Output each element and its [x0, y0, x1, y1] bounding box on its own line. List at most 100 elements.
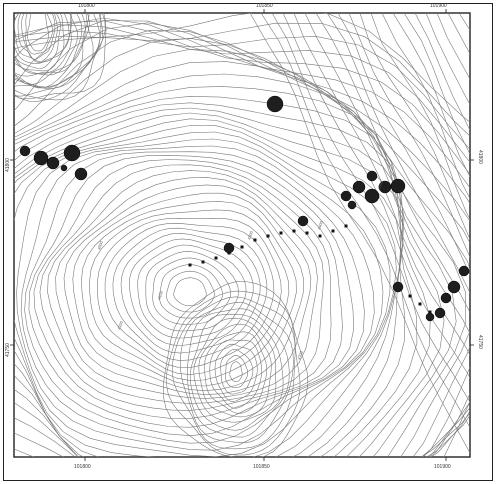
contour-line	[209, 339, 263, 409]
contour-line	[14, 17, 470, 457]
survey-point	[418, 302, 422, 306]
right-tick-label-1: 41800	[477, 150, 483, 164]
contour-line	[14, 13, 103, 102]
event-marker	[63, 144, 81, 162]
contour-line	[145, 251, 239, 332]
contour-label: 4200	[116, 320, 124, 331]
contour-label: 4500	[376, 180, 384, 191]
contour-line	[14, 22, 470, 457]
contour-line	[481, 13, 496, 458]
contour-line	[159, 264, 223, 319]
contour-line	[14, 13, 61, 63]
event-marker	[392, 281, 404, 293]
contour-line	[14, 73, 445, 457]
contour-line	[392, 13, 470, 178]
contour-line	[14, 13, 90, 89]
event-marker	[60, 164, 68, 172]
contour-line	[28, 155, 355, 428]
contour-line	[14, 29, 470, 457]
contour-line	[179, 301, 294, 444]
contour-line	[14, 20, 470, 457]
contour-line	[120, 232, 261, 354]
contour-line	[171, 296, 296, 450]
contour-line	[14, 13, 73, 72]
contour-line	[14, 24, 470, 457]
contour-line	[359, 13, 470, 240]
contour-line	[282, 13, 470, 379]
contour-line	[14, 48, 467, 457]
event-marker	[223, 242, 235, 254]
bottom-tick-label-1: 101800	[74, 464, 91, 470]
contour-line	[14, 13, 94, 89]
contour-line	[337, 13, 470, 276]
contour-line	[25, 13, 53, 55]
contour-line	[14, 20, 470, 457]
contour-line	[229, 361, 243, 383]
contour-line	[14, 112, 404, 457]
contour-line	[14, 61, 457, 457]
contour-line	[165, 290, 301, 456]
contour-line	[14, 118, 402, 457]
survey-point	[253, 238, 257, 242]
contour-line	[14, 13, 86, 86]
map-outer-frame	[3, 3, 493, 481]
contour-line	[162, 281, 309, 457]
map-inner-frame	[13, 12, 471, 458]
contour-line	[14, 125, 397, 457]
contour-line	[14, 13, 107, 100]
contour-line	[14, 13, 65, 65]
event-marker	[440, 292, 452, 304]
survey-point	[214, 256, 218, 260]
contour-line	[189, 313, 284, 431]
contour-label: 4700	[296, 350, 304, 361]
contour-line	[14, 13, 101, 89]
contour-label: 4300	[246, 230, 254, 241]
left-tick-label-2: 41750	[5, 343, 11, 357]
top-tick-label-2: 101850	[256, 3, 273, 9]
contour-line	[271, 13, 470, 403]
survey-point	[318, 234, 322, 238]
contour-line	[129, 238, 254, 346]
contour-label: 4100	[156, 290, 164, 301]
contour-line	[193, 317, 277, 423]
contour-line	[24, 151, 365, 437]
contour-line	[14, 13, 106, 101]
contour-line	[14, 37, 470, 457]
contour-line	[96, 217, 282, 375]
contour-line	[63, 184, 312, 395]
event-marker	[33, 150, 49, 166]
event-marker	[458, 265, 470, 277]
contour-line	[348, 13, 470, 258]
survey-point	[344, 224, 348, 228]
contour-line	[27, 13, 49, 52]
survey-point	[408, 294, 412, 298]
top-tick-label-3: 101900	[430, 3, 447, 9]
contour-line	[21, 13, 56, 60]
event-marker	[447, 280, 461, 294]
contour-line	[16, 138, 384, 451]
contour-line	[224, 355, 248, 388]
right-tick-label-2: 41750	[477, 335, 483, 349]
left-tick-label-1: 41800	[5, 158, 11, 172]
contour-line	[370, 13, 470, 220]
contour-line	[14, 13, 72, 75]
contour-line	[39, 164, 332, 411]
survey-point	[292, 229, 296, 233]
contour-line	[72, 192, 305, 392]
survey-point	[201, 260, 205, 264]
contour-line	[14, 22, 470, 457]
contour-line	[14, 95, 418, 457]
contour-line	[14, 102, 406, 457]
contour-line	[198, 323, 272, 418]
contour-line	[33, 159, 343, 419]
contour-line	[186, 308, 290, 438]
contour-line	[403, 13, 470, 155]
survey-point	[188, 263, 192, 267]
contour-labels: 4100 4200 4300 4400 4500 4600 4700	[96, 180, 384, 361]
contour-line	[47, 170, 325, 404]
event-marker	[266, 95, 284, 113]
contour-label: 4600	[96, 240, 104, 251]
contour-line	[204, 331, 267, 414]
